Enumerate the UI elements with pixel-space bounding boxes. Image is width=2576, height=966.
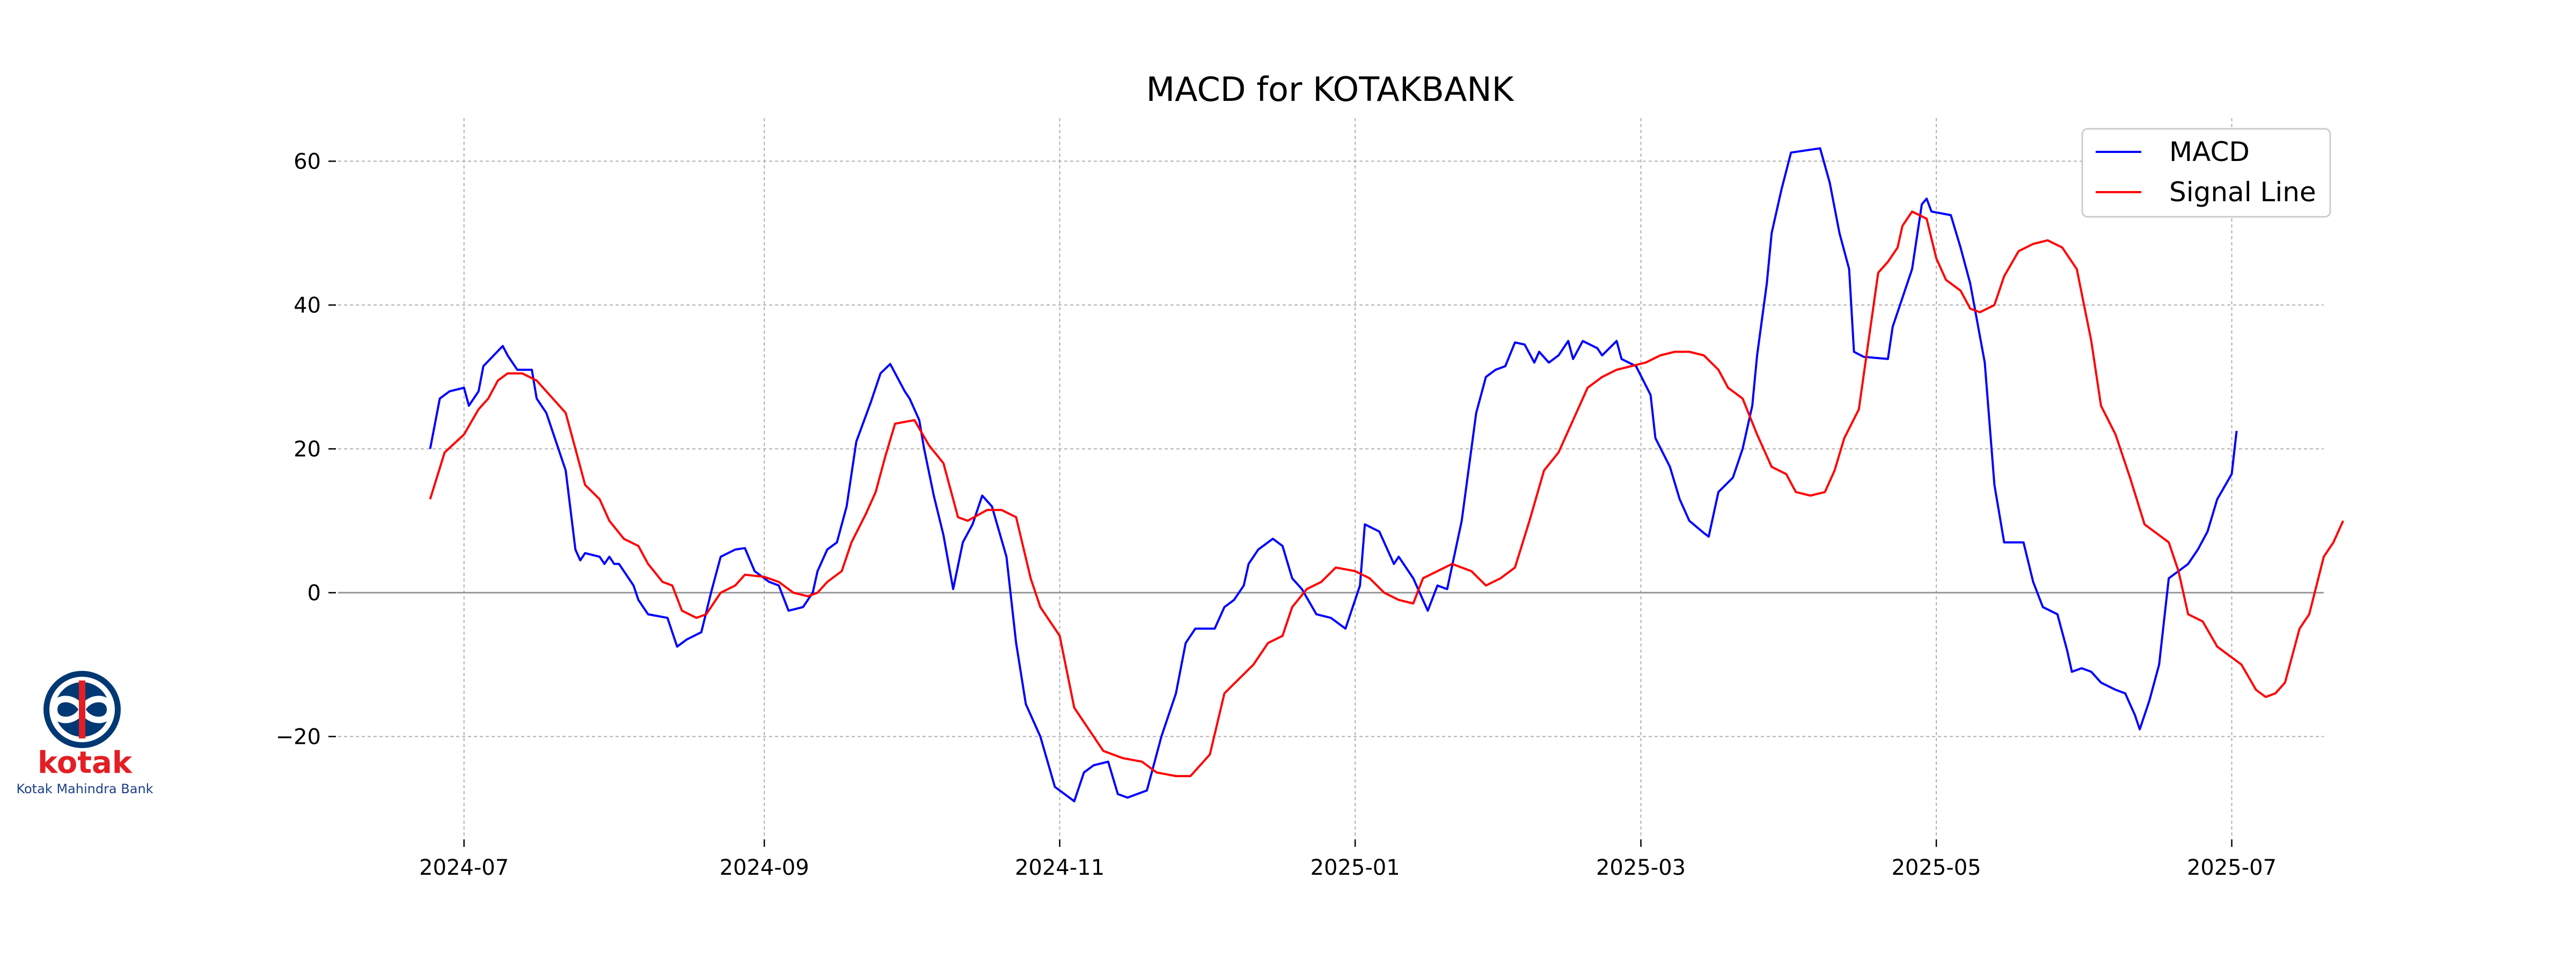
kotak-wordmark: kotak <box>38 745 133 780</box>
legend-label-signal-line: Signal Line <box>2169 177 2316 208</box>
y-tick-label: 0 <box>308 581 321 605</box>
y-tick-label: 40 <box>294 293 321 318</box>
y-tick-label: 20 <box>294 437 321 462</box>
kotak-logo: kotak Kotak Mahindra Bank <box>16 671 153 796</box>
x-tick-label: 2025-05 <box>1891 855 1981 880</box>
chart-title: MACD for KOTAKBANK <box>1146 70 1514 109</box>
x-tick-label: 2025-01 <box>1311 855 1400 880</box>
y-tick-label: 60 <box>294 149 321 174</box>
kotak-subtext: Kotak Mahindra Bank <box>16 781 153 796</box>
series-line-macd <box>429 147 2238 802</box>
grid <box>338 118 2324 837</box>
kotak-logo-infinity-icon <box>50 696 114 723</box>
x-tick-label: 2024-09 <box>720 855 809 880</box>
kotak-logo-accent <box>79 680 85 738</box>
legend: MACD Signal Line <box>2081 128 2331 218</box>
series-line-signal-line <box>429 210 2344 778</box>
x-tick-label: 2025-07 <box>2187 855 2277 880</box>
series <box>429 147 2344 802</box>
x-tick-label: 2024-11 <box>1015 855 1104 880</box>
x-tick-label: 2024-07 <box>419 855 509 880</box>
legend-label-macd: MACD <box>2169 136 2250 167</box>
y-tick-label: −20 <box>276 724 321 749</box>
legend-frame <box>2081 128 2331 218</box>
x-axis: 2024-07 2024-09 2024-11 2025-01 2025-03 2025-… <box>419 839 2277 880</box>
y-axis: −20 0 20 40 60 <box>276 149 336 749</box>
x-tick-label: 2025-03 <box>1596 855 1686 880</box>
